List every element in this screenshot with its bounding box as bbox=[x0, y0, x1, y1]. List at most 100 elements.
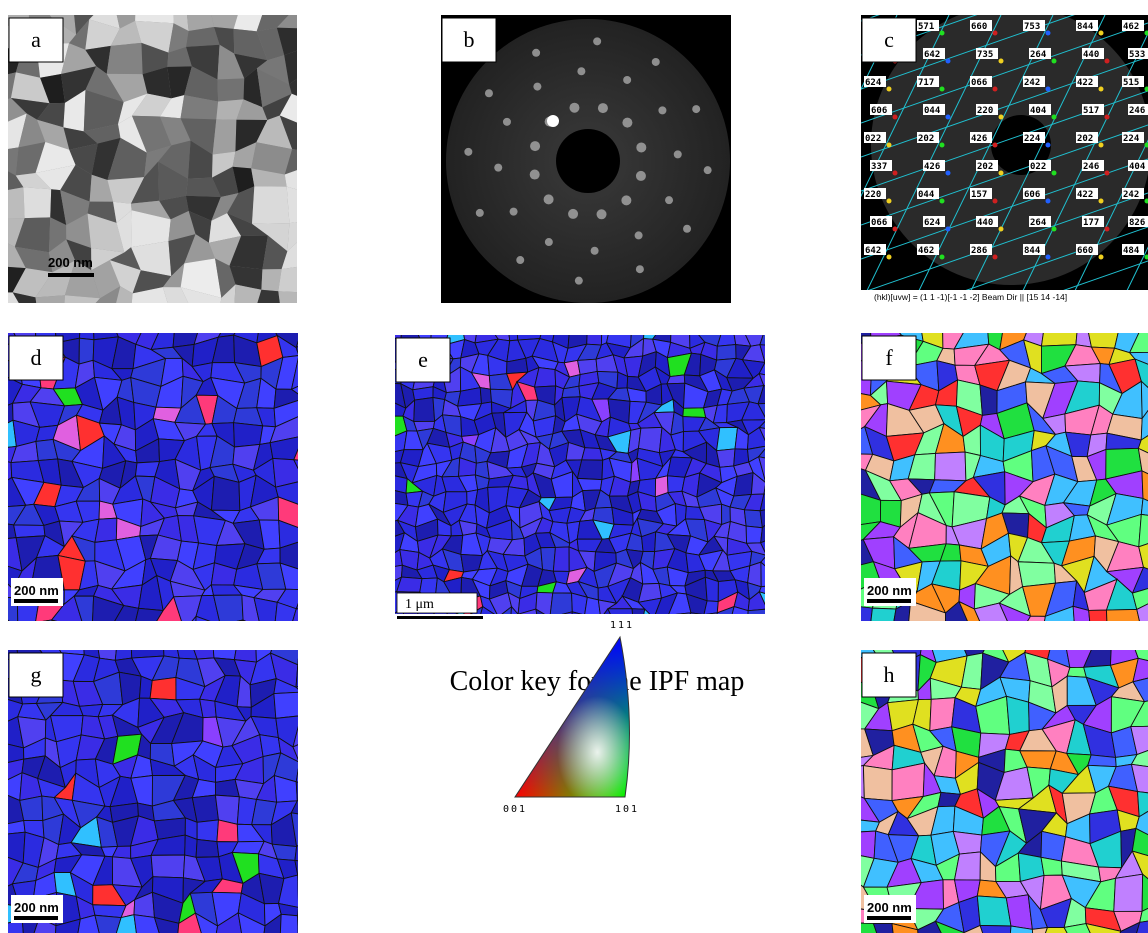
grain bbox=[428, 627, 450, 645]
grain bbox=[704, 626, 716, 646]
diffraction-spot bbox=[569, 103, 579, 113]
grain bbox=[234, 423, 263, 447]
grain bbox=[1088, 755, 1116, 767]
grain bbox=[220, 620, 243, 648]
grain bbox=[290, 628, 322, 649]
grain bbox=[586, 632, 593, 646]
grain bbox=[301, 527, 321, 549]
spot-label: 224 bbox=[1024, 134, 1041, 144]
spot-label: 246 bbox=[1129, 106, 1145, 116]
panel-label: d bbox=[31, 345, 42, 370]
diffraction-spot bbox=[532, 49, 540, 57]
grain bbox=[304, 286, 339, 319]
spot-dot bbox=[887, 255, 892, 260]
grain bbox=[478, 623, 498, 647]
spot-dot bbox=[940, 143, 945, 148]
grain bbox=[296, 782, 317, 801]
scale-bar bbox=[48, 273, 94, 277]
grain bbox=[151, 855, 185, 878]
diffraction-spot bbox=[476, 209, 484, 217]
spot-label: 624 bbox=[865, 78, 882, 88]
grain bbox=[652, 625, 679, 647]
grain bbox=[278, 266, 305, 293]
spot-label: 066 bbox=[871, 218, 887, 228]
spot-dot bbox=[999, 171, 1004, 176]
grain bbox=[298, 875, 322, 907]
grain bbox=[1007, 696, 1030, 734]
grain bbox=[1114, 874, 1143, 911]
diffraction-spot bbox=[485, 89, 493, 97]
diffraction-spot bbox=[503, 118, 511, 126]
grain bbox=[308, 128, 339, 151]
grain bbox=[587, 323, 602, 345]
grain bbox=[234, 636, 256, 662]
grain bbox=[213, 638, 238, 660]
ipf-corner-left: 001 bbox=[503, 804, 527, 815]
grain bbox=[540, 624, 558, 646]
spot-label: 246 bbox=[1083, 162, 1099, 172]
grain bbox=[844, 766, 864, 799]
spot-dot bbox=[940, 199, 945, 204]
spot-label: 517 bbox=[1083, 106, 1099, 116]
grain bbox=[192, 795, 218, 822]
spot-dot bbox=[1099, 143, 1104, 148]
grain bbox=[684, 623, 703, 645]
grain bbox=[280, 914, 298, 933]
grain bbox=[1041, 313, 1077, 346]
spot-dot bbox=[1099, 87, 1104, 92]
spot-dot bbox=[999, 59, 1004, 64]
spot-label: 022 bbox=[1030, 162, 1046, 172]
diffraction-spot bbox=[623, 76, 631, 84]
spot-label: 735 bbox=[977, 50, 993, 60]
diffraction-spot bbox=[636, 142, 646, 152]
spot-dot bbox=[1105, 171, 1110, 176]
spot-label: 624 bbox=[924, 218, 941, 228]
panel-label: e bbox=[418, 347, 428, 372]
diffraction-spot bbox=[692, 105, 700, 113]
spot-label: 202 bbox=[1077, 134, 1093, 144]
grain bbox=[135, 623, 162, 648]
spot-dot bbox=[1099, 255, 1104, 260]
diffraction-spot bbox=[533, 83, 541, 91]
grain bbox=[414, 398, 435, 422]
grain bbox=[1142, 874, 1148, 911]
grain bbox=[200, 699, 217, 717]
grain bbox=[937, 623, 968, 650]
grain bbox=[107, 43, 143, 74]
grain bbox=[842, 831, 876, 858]
spot-dot bbox=[1052, 59, 1057, 64]
grain bbox=[678, 623, 692, 645]
scale-bar-label: 1 μm bbox=[405, 597, 434, 612]
grain bbox=[313, 102, 332, 131]
grain bbox=[185, 0, 214, 31]
scale-bar-label: 200 nm bbox=[14, 900, 59, 915]
diffraction-spot bbox=[636, 171, 646, 181]
spot-label: 660 bbox=[1077, 246, 1093, 256]
spot-label: 220 bbox=[977, 106, 993, 116]
grain bbox=[1141, 498, 1148, 515]
grain bbox=[23, 187, 51, 218]
scale-bar-label: 200 nm bbox=[14, 583, 59, 598]
grain bbox=[296, 761, 324, 788]
spot-dot bbox=[887, 143, 892, 148]
grain bbox=[275, 621, 291, 648]
panel-label: h bbox=[884, 662, 895, 687]
panel-label: f bbox=[885, 345, 893, 370]
scale-bar-label: 200 nm bbox=[48, 255, 93, 270]
grain bbox=[261, 621, 276, 649]
grain bbox=[164, 638, 180, 659]
grain bbox=[0, 147, 18, 175]
grain bbox=[298, 186, 335, 221]
grain bbox=[873, 923, 894, 933]
diffraction-spot bbox=[510, 208, 518, 216]
spot-label: 286 bbox=[971, 246, 987, 256]
grain bbox=[211, 476, 239, 510]
grain bbox=[298, 904, 322, 916]
spot-dot bbox=[1105, 59, 1110, 64]
scale-bar-label: 200 nm bbox=[867, 900, 912, 915]
diffraction-spot bbox=[674, 150, 682, 158]
spot-dot bbox=[993, 199, 998, 204]
spot-dot bbox=[1046, 199, 1051, 204]
grain bbox=[35, 620, 56, 643]
grain bbox=[302, 415, 325, 437]
